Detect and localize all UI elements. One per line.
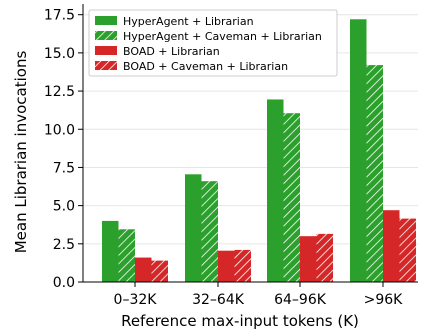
legend-swatch	[95, 31, 117, 40]
bar-boad-librarian	[135, 257, 152, 282]
x-tick-label: 0–32K	[114, 292, 158, 308]
bar-boad-caveman-librarian	[316, 233, 333, 282]
bar-hyperagent-caveman-librarian	[201, 181, 218, 282]
bar-boad-librarian	[218, 250, 235, 282]
legend-box	[88, 9, 338, 77]
y-tick-label: 10.0	[44, 122, 75, 138]
bars	[102, 19, 416, 283]
x-tick-label: 32–64K	[192, 292, 245, 308]
legend: HyperAgent + Librarian HyperAgent + Cavem…	[88, 9, 338, 77]
legend-label: HyperAgent + Librarian	[123, 15, 254, 28]
y-axis-label: Mean Librarian invocations	[12, 51, 30, 254]
bar-boad-librarian	[300, 236, 317, 282]
bar-boad-caveman-librarian	[399, 218, 416, 282]
legend-swatch	[95, 61, 117, 70]
legend-swatch	[95, 46, 117, 55]
axes: 0.0 2.5 5.0 7.5 10.0 12.5 15.0 17.5 0–32K 32–64K 6…	[44, 4, 418, 308]
y-tick-label: 7.5	[53, 160, 75, 176]
bar-hyperagent-caveman-librarian	[366, 65, 383, 282]
y-tick-label: 0.0	[53, 275, 75, 291]
bar-hyperagent-librarian	[185, 174, 202, 282]
legend-label: BOAD + Caveman + Librarian	[123, 60, 288, 73]
y-tick-label: 12.5	[44, 84, 75, 100]
bar-boad-caveman-librarian	[151, 260, 168, 282]
bar-hyperagent-caveman-librarian	[283, 113, 300, 282]
x-axis-label: Reference max-input tokens (K)	[121, 312, 359, 330]
legend-label: HyperAgent + Caveman + Librarian	[123, 30, 322, 43]
x-tick-label: 64–96K	[274, 292, 327, 308]
bar-hyperagent-librarian	[102, 220, 119, 282]
bar-boad-librarian	[383, 210, 400, 282]
legend-label: BOAD + Librarian	[123, 45, 220, 58]
bar-boad-caveman-librarian	[234, 249, 251, 282]
bar-hyperagent-caveman-librarian	[118, 229, 135, 282]
y-tick-label: 17.5	[44, 8, 75, 24]
bar-hyperagent-librarian	[267, 99, 284, 282]
y-tick-label: 2.5	[53, 237, 75, 253]
bar-hyperagent-librarian	[350, 19, 367, 283]
y-tick-label: 5.0	[53, 199, 75, 215]
x-tick-label: >96K	[364, 292, 404, 308]
y-tick-label: 15.0	[44, 46, 75, 62]
legend-swatch	[95, 16, 117, 25]
